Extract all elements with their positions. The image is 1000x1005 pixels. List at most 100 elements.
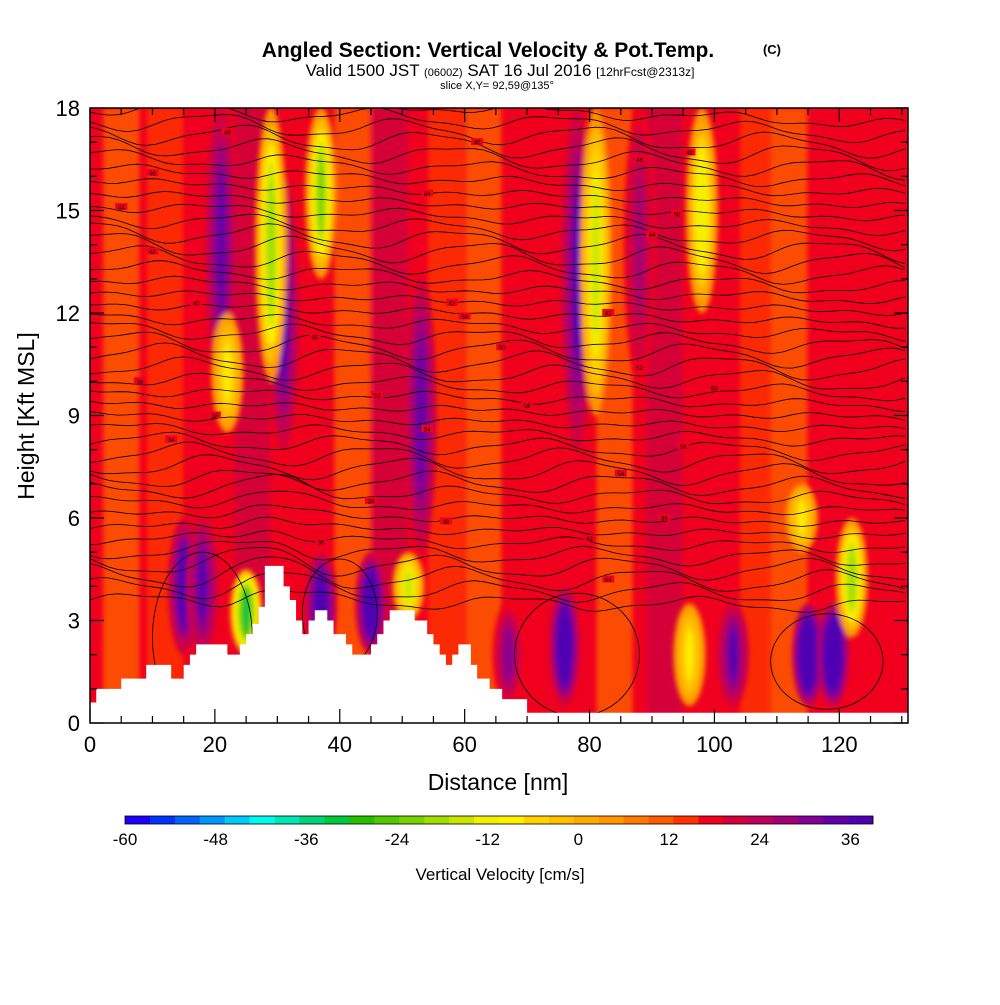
- theta-contour: [90, 149, 906, 188]
- theta-contour: [90, 203, 906, 237]
- contour-label: 36: [137, 380, 144, 386]
- downdraft-cell: [224, 344, 231, 402]
- contour-label: 38: [443, 520, 450, 526]
- downdraft-cell: [405, 569, 412, 603]
- colorbar-swatch: [773, 816, 799, 824]
- contour-label: 64: [424, 192, 431, 198]
- theta-contour: [90, 504, 905, 527]
- contour-label: 38: [212, 414, 219, 420]
- contour-label: 50: [674, 212, 681, 218]
- contour-label: 42: [149, 250, 156, 256]
- contour-label-bg: [165, 435, 178, 443]
- colorbar-tick-label: 24: [750, 830, 769, 849]
- velocity-cells: [167, 108, 868, 706]
- theta-contour: [90, 342, 905, 381]
- theta-contour: [90, 178, 905, 208]
- colorbar-swatch: [748, 816, 774, 824]
- colorbar-swatch: [548, 816, 575, 824]
- theta-contour: [90, 556, 906, 592]
- contour-label-bg: [670, 209, 683, 217]
- contour-label-bg: [446, 298, 459, 306]
- theta-contour: [90, 589, 905, 613]
- colorbar-swatch: [698, 816, 724, 824]
- terrain-shape: [90, 565, 908, 723]
- colorbar-tick-label: -48: [203, 830, 228, 849]
- colorbar-swatch: [598, 816, 624, 824]
- contour-label: 40: [193, 301, 200, 307]
- colorbar-frame: [124, 815, 874, 825]
- theta-contour: [90, 136, 905, 181]
- y-tick-label: 9: [68, 404, 80, 429]
- chart-title-unit: (C): [763, 42, 781, 57]
- colorbar-tick-label: -60: [113, 830, 138, 849]
- contour-label: 58: [524, 404, 531, 410]
- contour-label: 36: [318, 540, 325, 546]
- x-tick-labels: 0 20 40 60 80 100 120: [84, 732, 858, 757]
- x-tick-label: 40: [328, 732, 352, 757]
- contour-label-bg: [633, 363, 646, 371]
- theta-contour: [90, 431, 905, 462]
- colorbar-swatch: [523, 816, 550, 824]
- contour-label-bg: [115, 203, 128, 211]
- contour-label-bg: [364, 496, 377, 504]
- contour-label: 44: [118, 206, 125, 212]
- colorbar-tick-label: 36: [841, 830, 860, 849]
- colorbar-swatch: [399, 816, 425, 824]
- theta-contour: [90, 411, 905, 433]
- colorbar-tick-label: 12: [660, 830, 679, 849]
- contour-label: 54: [424, 428, 431, 434]
- updraft-cell: [829, 630, 837, 680]
- colorbar-swatch: [848, 816, 874, 824]
- contour-label: 44: [649, 233, 656, 239]
- colorbar-tick-label: -24: [385, 830, 410, 849]
- colorbar: [124, 815, 874, 825]
- y-tick-label: 3: [68, 609, 80, 634]
- theta-contour: [90, 163, 906, 197]
- field-texture-band: [103, 108, 140, 723]
- theta-contour: [90, 572, 905, 603]
- y-tick-label: 6: [68, 506, 80, 531]
- contour-label-bg: [645, 230, 658, 238]
- colorbar-swatch: [199, 816, 226, 824]
- x-tick-label: 20: [203, 732, 227, 757]
- colorbar-tick-label: -12: [475, 830, 500, 849]
- colorbar-swatch: [499, 816, 525, 824]
- contour-label-bg: [439, 517, 452, 525]
- downdraft-cell: [317, 152, 325, 235]
- theta-contour: [90, 245, 906, 285]
- contour-label-bg: [708, 384, 721, 392]
- y-tick-labels: 0 3 6 9 12 15 18: [56, 96, 80, 736]
- contour-label: 60: [499, 346, 506, 352]
- theta-contour: [396, 108, 905, 128]
- updraft-cell: [217, 179, 225, 311]
- contour-label: 48: [686, 151, 693, 157]
- valid-prefix: Valid 1500 JST: [306, 61, 420, 80]
- colorbar-swatch: [823, 816, 849, 824]
- contour-label: 58: [680, 445, 687, 451]
- contour-label-bg: [308, 332, 321, 340]
- theta-contour: [90, 313, 906, 342]
- contour-label-bg: [521, 401, 534, 409]
- contour-label-bg: [221, 127, 234, 135]
- theta-contour: [90, 423, 905, 447]
- colorbar-label: Vertical Velocity [cm/s]: [415, 865, 584, 884]
- theta-contour: [90, 372, 905, 402]
- theta-contour: [90, 191, 905, 222]
- forecast-info: [12hrFcst@2313z]: [596, 65, 694, 79]
- contour-label: 50: [311, 335, 318, 341]
- colorbar-swatch: [449, 816, 475, 824]
- downdraft-cell: [848, 549, 856, 607]
- colorbar-swatch: [349, 816, 375, 824]
- theta-contour: [90, 290, 905, 317]
- colorbar-swatch: [723, 816, 749, 824]
- colorbar-swatch: [224, 816, 250, 824]
- theta-contour: [90, 303, 905, 329]
- valid-line: Valid 1500 JST (0600Z) SAT 16 Jul 2016 […: [306, 61, 695, 80]
- contour-label: 62: [449, 301, 456, 307]
- contour-label-bg: [602, 309, 615, 316]
- contour-label-bg: [421, 425, 434, 433]
- theta-contour: [90, 331, 905, 369]
- contour-label: 56: [661, 517, 668, 523]
- contour-label: 64: [605, 578, 612, 584]
- contour-label-bg: [583, 534, 596, 542]
